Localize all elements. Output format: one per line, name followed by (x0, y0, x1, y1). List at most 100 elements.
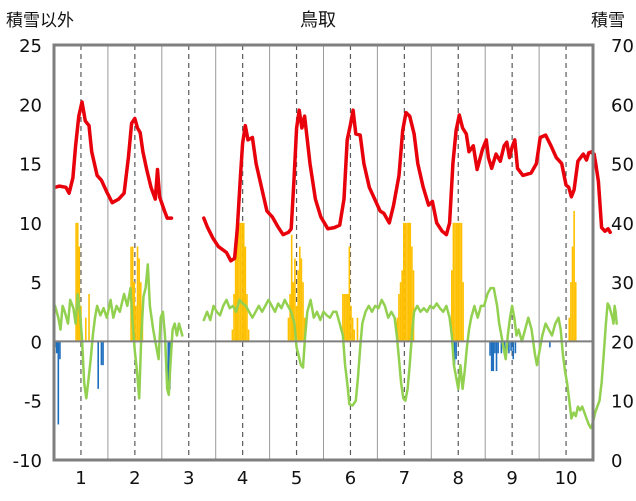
x-tick-label: 7 (399, 468, 410, 489)
x-tick-label: 2 (129, 468, 140, 489)
snow-depth-bar (411, 246, 413, 342)
snow-depth-bar (302, 282, 304, 342)
negative-bar (490, 341, 493, 372)
red-series-line (202, 108, 612, 263)
negative-bar (55, 341, 58, 354)
left-tick-label: 15 (19, 155, 42, 176)
snow-depth-bar (348, 246, 351, 342)
snow-depth-bar (131, 246, 134, 342)
snow-depth-bar (242, 222, 245, 342)
snow-depth-bar (574, 282, 577, 342)
left-tick-label: 25 (19, 36, 42, 57)
snow-depth-bar (84, 317, 87, 342)
snow-depth-bar (136, 246, 139, 342)
left-tick-label: 0 (31, 332, 42, 353)
snow-depth-bar (401, 270, 404, 342)
snow-depth-bar (350, 305, 352, 342)
snow-depth-bar (570, 282, 572, 342)
snow-depth-bar (287, 317, 290, 342)
x-tick-label: 5 (291, 468, 302, 489)
x-tick-label: 1 (75, 468, 86, 489)
snow-depth-bar (247, 329, 250, 342)
snow-depth-bar (76, 222, 79, 342)
snow-depth-bar (290, 234, 293, 342)
snow-depth-bar (398, 294, 400, 342)
left-axis-ticks: -10 -5 0 5 10 15 20 25 (13, 36, 42, 472)
snow-depth-bar (75, 222, 77, 342)
snow-depth-bars (75, 211, 577, 342)
negative-bars (54, 341, 551, 425)
snow-depth-bar (459, 222, 461, 342)
snow-depth-bar (88, 294, 90, 342)
snow-depth-bar (457, 222, 460, 342)
negative-bar (97, 341, 100, 389)
snow-depth-bar (399, 282, 402, 342)
snow-depth-bar (292, 282, 295, 342)
snow-depth-bar (412, 270, 415, 342)
left-tick-label: -5 (24, 392, 42, 413)
x-axis-ticks: 1 2 3 4 5 6 7 8 9 10 (75, 468, 577, 489)
snow-depth-bar (300, 258, 303, 342)
left-tick-label: 10 (19, 214, 42, 235)
negative-bar (453, 341, 456, 366)
snow-depth-bar (462, 282, 464, 342)
negative-bar (512, 341, 515, 360)
snow-depth-bar (289, 294, 291, 342)
snow-depth-bar (233, 294, 235, 342)
grid (80, 45, 567, 460)
snow-depth-bar (295, 305, 298, 342)
snow-depth-bar (238, 222, 240, 342)
negative-bar (495, 341, 498, 372)
right-axis-title: 積雪 (591, 11, 625, 31)
snow-depth-bar (294, 258, 296, 342)
right-tick-label: 20 (611, 332, 634, 353)
snow-depth-bar (241, 222, 243, 342)
snow-depth-bar (239, 222, 242, 342)
snow-depth-bar (78, 246, 81, 342)
snow-depth-bar (231, 329, 234, 342)
right-tick-label: 60 (611, 95, 634, 116)
negative-bar (508, 341, 510, 354)
snow-depth-bar (454, 222, 456, 342)
snow-depth-bar (345, 294, 347, 342)
snow-depth-bar (450, 270, 453, 342)
negative-bar (455, 341, 457, 360)
snow-depth-bar (342, 294, 344, 342)
negative-bar (489, 341, 491, 356)
negative-bar (494, 341, 496, 354)
snow-depth-bar (133, 282, 136, 342)
snow-depth-bar (404, 222, 407, 342)
snow-depth-bar (353, 329, 356, 342)
snow-depth-bar (297, 270, 299, 342)
negative-bar (59, 341, 61, 360)
negative-bar (492, 341, 495, 372)
right-tick-label: 70 (611, 36, 634, 57)
red-series-line (53, 100, 174, 220)
negative-bar (500, 341, 503, 354)
snow-depth-bar (403, 222, 405, 342)
right-tick-label: 0 (611, 451, 622, 472)
snow-depth-bar (407, 222, 410, 342)
right-axis-ticks: 0 10 20 30 40 50 60 70 (611, 36, 634, 472)
snow-depth-bar (571, 246, 574, 342)
negative-bar (100, 341, 103, 366)
series-lines (53, 100, 618, 430)
negative-bar (102, 341, 104, 366)
snow-depth-bar (244, 246, 247, 342)
right-tick-label: 50 (611, 155, 634, 176)
x-tick-label: 3 (183, 468, 194, 489)
snow-depth-bar (409, 222, 412, 342)
plot-frame (52, 43, 595, 462)
snow-depth-bar (236, 222, 239, 342)
left-tick-label: 5 (31, 273, 42, 294)
left-tick-label: -10 (13, 451, 42, 472)
snow-depth-bar (568, 317, 571, 342)
right-tick-label: 40 (611, 214, 634, 235)
snow-depth-bar (452, 222, 455, 342)
snow-depth-bar (138, 258, 140, 342)
green-series-line (202, 286, 618, 430)
snow-depth-bar (246, 294, 248, 342)
snow-depth-bar (343, 294, 346, 342)
negative-bar (510, 341, 512, 351)
